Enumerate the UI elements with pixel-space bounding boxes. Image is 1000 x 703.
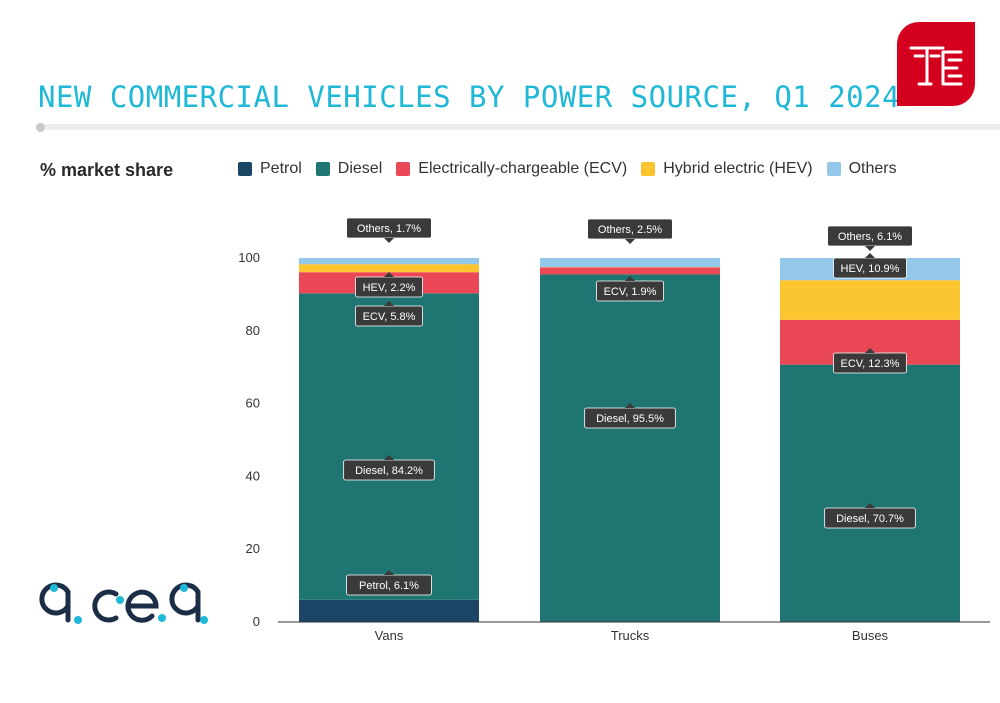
svg-text:Diesel, 70.7%: Diesel, 70.7% [836,513,904,525]
page-title: NEW COMMERCIAL VEHICLES BY POWER SOURCE,… [38,80,901,114]
svg-text:ECV, 12.3%: ECV, 12.3% [841,358,900,370]
svg-text:Others, 6.1%: Others, 6.1% [838,231,902,243]
bar-vans-diesel [299,293,479,600]
legend-swatch-others [826,162,841,176]
data-label-vans-hev: HEV, 2.2% [355,272,423,298]
svg-text:HEV, 10.9%: HEV, 10.9% [841,263,900,275]
y-axis-title: % market share [40,160,174,180]
bar-trucks-others [540,258,720,268]
y-tick-label-100: 100 [238,250,260,265]
data-label-trucks-diesel: Diesel, 95.5% [584,403,676,429]
data-label-buses-hev: HEV, 10.9% [833,253,907,279]
y-tick-label-80: 80 [246,323,260,338]
legend-label-others: Others [848,160,897,177]
x-category-label-trucks: Trucks [611,628,650,643]
y-tick-label-60: 60 [246,396,260,411]
acea-logo [38,560,208,634]
legend-swatch-ecv [396,162,411,176]
y-tick-label-0: 0 [253,614,260,629]
title-divider [38,124,1000,130]
svg-text:HEV, 2.2%: HEV, 2.2% [363,282,416,294]
bar-buses-diesel [780,364,960,622]
svg-text:Others, 1.7%: Others, 1.7% [357,223,421,235]
x-category-label-vans: Vans [375,628,404,643]
data-label-vans-diesel: Diesel, 84.2% [343,455,435,481]
svg-text:Petrol, 6.1%: Petrol, 6.1% [359,580,419,592]
bar-vans-others [299,258,479,265]
data-label-vans-petrol: Petrol, 6.1% [346,570,432,596]
svg-text:ECV, 5.8%: ECV, 5.8% [363,311,416,323]
data-label-vans-ecv: ECV, 5.8% [355,301,423,327]
legend-item-others: Others [826,160,897,178]
legend-label-ecv: Electrically-chargeable (ECV) [418,160,628,177]
bar-vans-petrol [299,599,479,622]
data-label-vans-others: Others, 1.7% [346,217,432,243]
legend-item-hev: Hybrid electric (HEV) [641,160,813,178]
svg-text:Others, 2.5%: Others, 2.5% [598,224,662,236]
bar-vans-hev [299,264,479,273]
svg-text:ECV, 1.9%: ECV, 1.9% [604,286,657,298]
legend-item-petrol: Petrol [238,160,302,178]
legend-label-diesel: Diesel [337,160,383,177]
y-tick-label-20: 20 [246,541,260,556]
legend-item-diesel: Diesel [315,160,383,178]
legend-swatch-hev [641,162,656,176]
data-label-trucks-ecv: ECV, 1.9% [596,276,664,302]
svg-text:Diesel, 84.2%: Diesel, 84.2% [355,465,423,477]
data-label-trucks-others: Others, 2.5% [587,218,673,244]
data-label-buses-ecv: ECV, 12.3% [833,348,907,374]
chart-legend: Petrol Diesel Electrically-chargeable (E… [238,160,897,178]
te-monogram-logo [897,22,975,106]
bar-trucks-ecv [540,267,720,275]
y-tick-label-40: 40 [246,468,260,483]
svg-text:Diesel, 95.5%: Diesel, 95.5% [596,413,664,425]
legend-swatch-diesel [315,162,330,176]
te-logo-icon [909,46,963,86]
legend-label-hev: Hybrid electric (HEV) [663,160,813,177]
bar-buses-hev [780,280,960,320]
data-label-buses-diesel: Diesel, 70.7% [824,503,916,529]
acea-logo-icon [39,582,208,624]
title-divider-dot [36,123,45,132]
bar-trucks-diesel [540,274,720,622]
legend-swatch-petrol [238,162,252,176]
legend-label-petrol: Petrol [260,160,302,177]
data-label-buses-others: Others, 6.1% [827,225,913,251]
x-category-label-buses: Buses [852,628,889,643]
legend-item-ecv: Electrically-chargeable (ECV) [396,160,627,178]
